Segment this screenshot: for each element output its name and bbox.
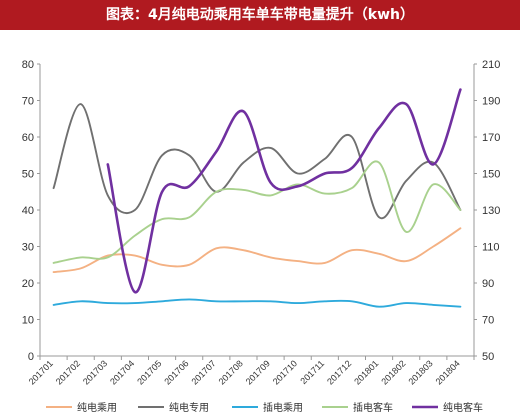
legend-label-5: 纯电客车 — [443, 401, 483, 414]
x-tick-label: 201801 — [352, 358, 380, 386]
chart-axes: 0 10 20 30 40 50 60 70 80 50 70 90 110 130 150 170 190 21… — [22, 59, 501, 387]
x-tick-label: 201705 — [135, 358, 163, 386]
y-right-tick-label: 170 — [482, 132, 500, 144]
x-tick-label: 201704 — [108, 358, 136, 386]
x-tick-label: 201711 — [298, 358, 326, 386]
y-left-tick-label: 30 — [22, 242, 34, 254]
legend-label-4: 插电客车 — [353, 401, 393, 414]
legend-label-3: 插电乘用 — [263, 401, 303, 414]
x-tick-label: 201707 — [189, 358, 217, 386]
legend-label-1: 纯电乘用 — [77, 401, 117, 414]
y-left-tick-label: 10 — [22, 315, 34, 327]
series-line-3 — [52, 298, 462, 308]
y-right-tick-label: 150 — [482, 169, 500, 181]
x-tick-label: 201709 — [244, 358, 272, 386]
series-line-1 — [52, 227, 462, 274]
y-left-tick-label: 80 — [22, 59, 34, 71]
y-left-tick-label: 0 — [28, 351, 34, 363]
x-tick-label: 201708 — [217, 358, 245, 386]
y-right-tick-label: 210 — [482, 59, 500, 71]
x-tick-label: 201706 — [162, 358, 190, 386]
x-tick-label: 201802 — [379, 358, 407, 386]
legend-label-2: 纯电专用 — [169, 401, 209, 414]
y-left-tick-label: 20 — [22, 278, 34, 290]
y-right-tick-label: 130 — [482, 205, 500, 217]
chart-title: 图表：4月纯电动乘用车单车带电量提升（kwh） — [0, 0, 520, 30]
x-tick-label: 201803 — [406, 358, 434, 386]
y-left-tick-label: 40 — [22, 205, 34, 217]
y-left-tick-label: 50 — [22, 169, 34, 181]
chart-legend: 纯电乘用 纯电专用 插电乘用 插电客车 纯电客车 — [46, 401, 483, 414]
y-left-tick-label: 60 — [22, 132, 34, 144]
line-chart: 0 10 20 30 40 50 60 70 80 50 70 90 110 130 150 170 190 21… — [22, 59, 501, 414]
series-line-5 — [106, 88, 462, 294]
y-right-tick-label: 70 — [482, 315, 494, 327]
chart-series — [52, 88, 462, 308]
y-left-tick-label: 70 — [22, 96, 34, 108]
y-right-tick-label: 190 — [482, 96, 500, 108]
x-tick-label: 201804 — [434, 358, 462, 386]
y-right-tick-label: 90 — [482, 278, 494, 290]
y-right-tick-label: 50 — [482, 351, 494, 363]
x-tick-label: 201702 — [54, 358, 82, 386]
x-tick-label: 201712 — [325, 358, 353, 386]
series-line-2 — [52, 103, 462, 220]
y-right-tick-label: 110 — [482, 242, 500, 254]
x-tick-label: 201703 — [81, 358, 109, 386]
x-tick-label: 201710 — [271, 358, 299, 386]
